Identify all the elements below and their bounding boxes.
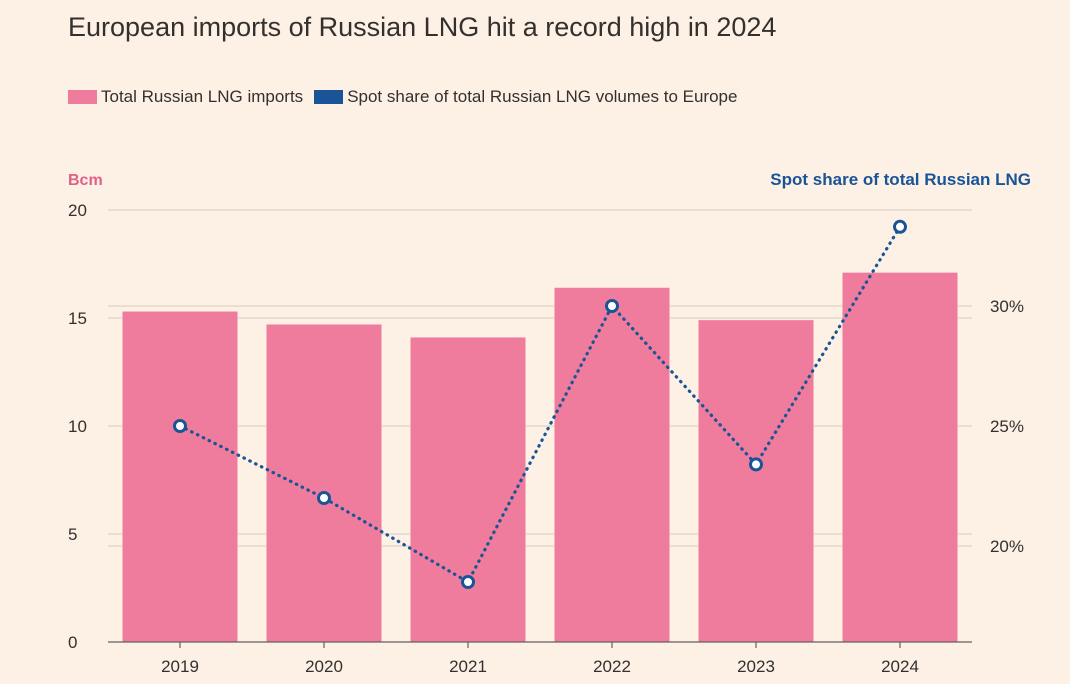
left-tick-label: 15 [68, 309, 87, 328]
right-axis-title: Spot share of total Russian LNG [770, 170, 1031, 189]
left-axis-title: Bcm [68, 172, 103, 189]
right-tick-label: 25% [990, 417, 1024, 436]
bar-2020 [266, 324, 382, 642]
spot-share-point-2021 [461, 575, 475, 589]
legend: Total Russian LNG imports Spot share of … [68, 87, 748, 107]
chart-title: European imports of Russian LNG hit a re… [68, 12, 777, 42]
bar-2019 [122, 311, 238, 642]
x-tick-label: 2021 [449, 657, 487, 676]
x-tick-label: 2023 [737, 657, 775, 676]
x-tick-label: 2022 [593, 657, 631, 676]
legend-item-spot-share: Spot share of total Russian LNG volumes … [314, 87, 737, 107]
x-tick-label: 2019 [161, 657, 199, 676]
right-tick-label: 30% [990, 297, 1024, 316]
legend-label-spot-share: Spot share of total Russian LNG volumes … [347, 87, 738, 106]
bar-2021 [410, 337, 526, 642]
legend-label-imports: Total Russian LNG imports [101, 87, 304, 106]
legend-item-imports: Total Russian LNG imports [68, 87, 303, 107]
right-tick-label: 20% [990, 537, 1024, 556]
legend-swatch-imports [68, 90, 97, 104]
left-tick-label: 0 [68, 633, 77, 652]
x-tick-label: 2020 [305, 657, 343, 676]
spot-share-point-2024 [893, 219, 907, 234]
bar-2022 [554, 287, 670, 642]
spot-share-point-2020 [317, 491, 331, 505]
left-tick-label: 5 [68, 525, 77, 544]
bar-2024 [842, 272, 958, 642]
spot-share-point-2022 [605, 299, 619, 313]
x-tick-label: 2024 [881, 657, 919, 676]
bar-2023 [698, 320, 814, 642]
left-tick-label: 10 [68, 417, 87, 436]
left-tick-label: 20 [68, 201, 87, 220]
legend-swatch-spot-share [314, 90, 344, 104]
spot-share-point-2019 [173, 419, 187, 433]
spot-share-point-2023 [749, 457, 763, 472]
